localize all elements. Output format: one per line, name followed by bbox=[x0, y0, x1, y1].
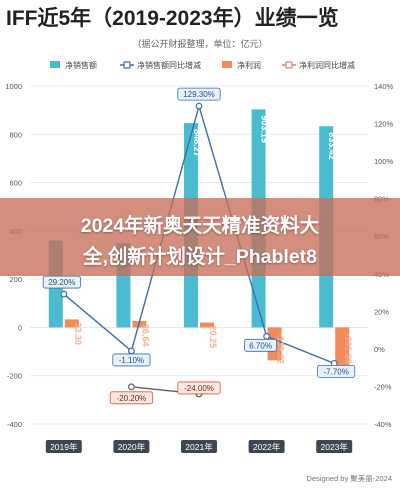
sales-yoy-label: -1.10% bbox=[119, 356, 144, 365]
x-tick-box bbox=[248, 440, 285, 453]
right-tick-label: 0% bbox=[374, 345, 385, 354]
left-tick-label: 200 bbox=[9, 275, 22, 284]
left-tick-label: 600 bbox=[9, 179, 22, 188]
profit-bar bbox=[335, 327, 350, 377]
left-tick-label: 800 bbox=[9, 130, 22, 139]
x-tick-box bbox=[316, 440, 353, 453]
legend-label: 净销售额 bbox=[65, 60, 97, 70]
x-tick-label: 2019年 bbox=[50, 442, 78, 452]
x-tick-box bbox=[45, 440, 82, 453]
watermark-banner: 2024年新奥天天精准资料大 全,创新计划设计_Phablet8 bbox=[0, 198, 400, 276]
sales-yoy-label: -7.70% bbox=[324, 367, 349, 376]
left-tick-label: -400 bbox=[7, 420, 22, 429]
legend-swatch bbox=[222, 61, 232, 68]
profit-yoy-label: -24.00% bbox=[184, 384, 214, 393]
sales-yoy-label-box bbox=[177, 87, 221, 101]
left-tick-label: 1000 bbox=[5, 82, 22, 91]
x-axis: 2019年 2020年 2021年 2022年 2023年 bbox=[45, 440, 353, 453]
right-tick-label: -20% bbox=[374, 382, 392, 391]
right-tick-label: -40% bbox=[374, 420, 392, 429]
profit-yoy-label-box bbox=[109, 391, 153, 405]
sales-yoy-point bbox=[263, 332, 271, 340]
legend-marker bbox=[123, 61, 131, 69]
sales-yoy-point bbox=[127, 347, 135, 355]
legend-label: 净销售额同比增减 bbox=[137, 60, 201, 70]
sales-yoy-point bbox=[60, 290, 68, 298]
right-tick-label: 100% bbox=[374, 157, 394, 166]
sales-yoy-label: 29.20% bbox=[48, 278, 75, 287]
left-tick-label: -200 bbox=[7, 372, 22, 381]
sales-value-label: 846.27 bbox=[192, 129, 202, 157]
designer-credit: Designed by 聚美丽-2024 bbox=[306, 474, 392, 483]
sales-value-label: 903.19 bbox=[260, 115, 270, 143]
right-tick-label: 120% bbox=[374, 120, 394, 129]
profit-yoy-point bbox=[127, 383, 135, 391]
x-tick-label: 2023年 bbox=[320, 442, 348, 452]
sales-yoy-label-box bbox=[42, 275, 81, 289]
legend-label: 净利润同比增减 bbox=[299, 60, 355, 70]
x-tick-box bbox=[113, 440, 150, 453]
profit-value-label: -136.32 bbox=[276, 333, 286, 364]
profit-value-label: 26.64 bbox=[140, 324, 150, 347]
profit-yoy-label: -20.20% bbox=[117, 394, 147, 403]
sales-value-label: 833.42 bbox=[327, 132, 337, 160]
left-tick-label: 0 bbox=[18, 323, 22, 332]
legend-swatch bbox=[50, 61, 60, 68]
banner-line-1: 2024年新奥天天精准资料大 bbox=[80, 215, 320, 237]
banner-line-2: 全,创新计划设计_Phablet8 bbox=[82, 246, 318, 268]
sales-yoy-label: 129.30% bbox=[183, 90, 215, 99]
x-tick-label: 2021年 bbox=[185, 442, 213, 452]
right-tick-label: 140% bbox=[374, 82, 394, 91]
sales-yoy-label: 6.70% bbox=[249, 341, 272, 350]
profit-yoy-label-box bbox=[177, 381, 221, 395]
x-tick-label: 2022年 bbox=[253, 442, 281, 452]
legend: 净销售额 净销售额同比增减 净利润 净利润同比增减 bbox=[50, 60, 355, 70]
chart-subtitle: （据公开财报整理，单位：亿元） bbox=[132, 39, 268, 49]
profit-value-label: 33.30 bbox=[73, 322, 83, 345]
profit-bar bbox=[200, 322, 214, 328]
sales-yoy-point bbox=[195, 102, 203, 110]
profit-bar bbox=[64, 319, 79, 328]
x-tick-box bbox=[181, 440, 217, 453]
sales-yoy-label-box bbox=[317, 364, 356, 378]
data-labels: 33.30 26.64 846.27 20.25 903.19 -136.32 833.42… bbox=[42, 87, 356, 405]
legend-marker bbox=[285, 61, 293, 69]
x-tick-label: 2020年 bbox=[118, 442, 146, 452]
profit-value-label: 20.25 bbox=[208, 326, 218, 349]
sales-yoy-label-box bbox=[112, 353, 151, 367]
profit-value-label: -201.88 bbox=[343, 333, 353, 364]
sales-yoy-label-box bbox=[244, 338, 278, 352]
page-title: IFF近5年（2019-2023年）业绩一览 bbox=[6, 7, 339, 30]
legend-label: 净利润 bbox=[237, 60, 261, 70]
right-tick-label: 20% bbox=[374, 307, 389, 316]
